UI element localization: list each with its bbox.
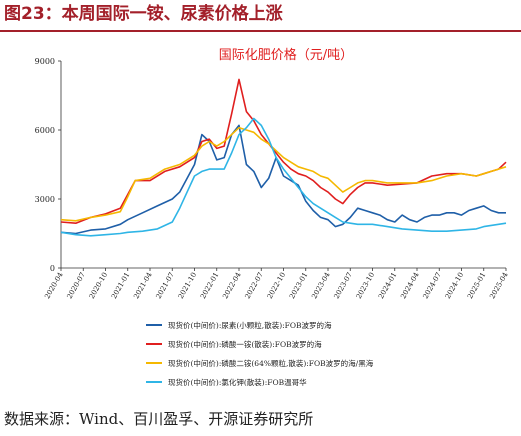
legend-label-4: 现货价(中间价):氯化钾(散装):FOB温哥华 (168, 377, 307, 387)
chart-title: 国际化肥价格（元/吨） (219, 47, 353, 63)
series-line-4 (60, 117, 507, 237)
series-line-2 (60, 78, 507, 224)
y-tick-label: 9000 (35, 57, 55, 66)
y-tick-label: 3000 (35, 195, 55, 204)
figure-caption: 图23：本周国际一铵、尿素价格上涨 (4, 4, 283, 24)
x-tick-label: 2024-01 (377, 271, 398, 300)
legend: 现货价(中间价):尿素(小颗粒,散装):FOB波罗的海现货价(中间价):磷酸一铵… (146, 320, 374, 387)
x-tick-label: 2022-01 (199, 271, 220, 300)
x-tick-label: 2024-10 (444, 271, 465, 300)
y-tick-label: 0 (50, 264, 55, 273)
series-line-1 (60, 124, 506, 235)
x-tick-label: 2022-07 (244, 271, 265, 300)
x-tick-label: 2022-04 (221, 271, 243, 301)
legend-label-3: 现货价(中间价):磷酸二铵(64%颗粒,散装):FOB波罗的海/黑海 (168, 358, 374, 368)
x-tick-label: 2021-01 (110, 271, 131, 300)
x-tick-label: 2020-07 (66, 271, 87, 300)
x-tick-label: 2023-04 (310, 271, 332, 301)
data-source: 数据来源：Wind、百川盈孚、开源证券研究所 (4, 410, 314, 428)
x-tick-label: 2021-10 (177, 271, 198, 300)
series-line-3 (60, 126, 507, 222)
caption-divider (0, 30, 521, 32)
x-tick-label: 2021-04 (132, 271, 154, 301)
x-tick-label: 2023-10 (355, 271, 376, 300)
x-tick-label: 2024-04 (399, 271, 421, 301)
legend-label-1: 现货价(中间价):尿素(小颗粒,散装):FOB波罗的海 (168, 320, 332, 330)
y-tick-label: 6000 (35, 126, 55, 135)
x-tick-label: 2023-01 (288, 271, 309, 300)
x-tick-label: 2025-01 (466, 271, 487, 300)
x-tick-label: 2025-04 (488, 271, 510, 301)
x-tick-label: 2023-07 (333, 271, 354, 300)
x-tick-label: 2021-07 (155, 271, 176, 300)
x-tick-label: 2024-07 (422, 271, 443, 300)
series-lines (60, 78, 507, 237)
x-tick-label: 2020-10 (88, 271, 109, 300)
x-tick-label: 2020-04 (43, 271, 65, 301)
x-tick-label: 2022-10 (266, 271, 287, 300)
legend-label-2: 现货价(中间价):磷酸一铵(散装):FOB波罗的海 (168, 339, 322, 349)
